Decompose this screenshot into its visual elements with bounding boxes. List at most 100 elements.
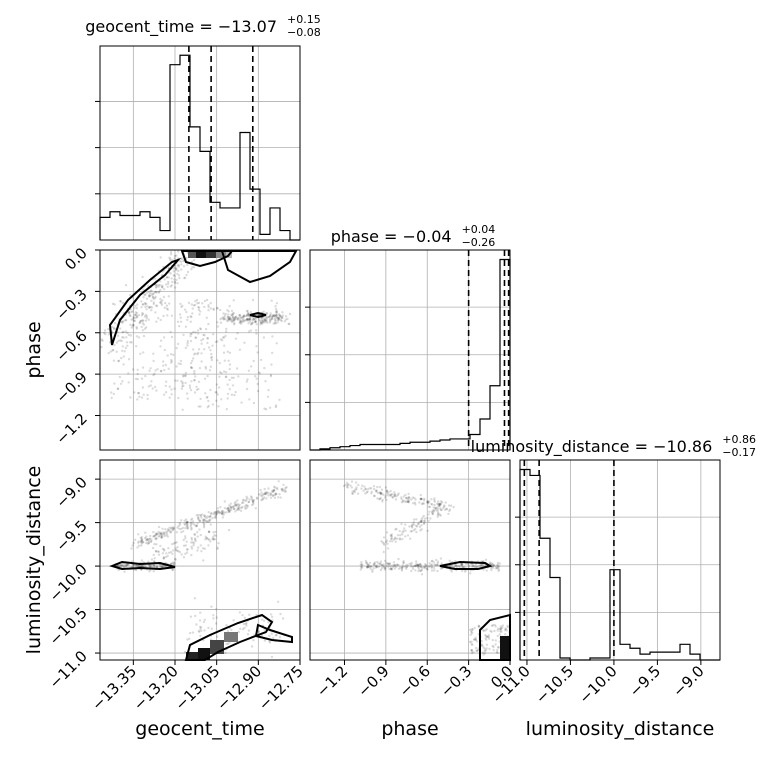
sample-point <box>210 627 213 630</box>
sample-point <box>146 542 149 545</box>
title-upper-error: +0.86 <box>722 433 756 446</box>
sample-point <box>190 332 193 335</box>
sample-point <box>381 498 384 502</box>
sample-point <box>221 339 224 342</box>
title-phase: phase = −0.04 +0.04−0.26 <box>331 223 496 249</box>
sample-point <box>215 511 218 514</box>
sample-point <box>196 353 199 356</box>
sample-point <box>151 546 155 550</box>
sample-point <box>189 334 192 338</box>
sample-point <box>120 564 124 567</box>
sample-point <box>137 541 140 544</box>
sample-point <box>397 557 400 561</box>
sample-point <box>216 307 219 310</box>
sample-point <box>261 321 265 324</box>
sample-point <box>227 316 230 319</box>
sample-point <box>496 651 499 654</box>
sample-point <box>199 634 202 638</box>
sample-point <box>287 322 290 325</box>
sample-point <box>202 520 205 523</box>
scatter-layer <box>100 249 511 659</box>
density-cell <box>198 648 210 660</box>
sample-point <box>386 494 390 497</box>
sample-point <box>262 316 265 319</box>
sample-point <box>387 491 390 494</box>
sample-point <box>101 339 104 342</box>
sample-point <box>184 552 187 555</box>
sample-point <box>485 628 488 631</box>
sample-point <box>443 508 447 511</box>
sample-point <box>186 270 190 274</box>
sample-point <box>269 314 272 318</box>
sample-point <box>439 503 442 507</box>
sample-point <box>423 520 426 523</box>
sample-point <box>245 318 249 322</box>
sample-point <box>220 317 223 320</box>
sample-point <box>194 331 197 334</box>
sample-point <box>151 293 154 297</box>
sample-point <box>172 561 175 564</box>
sample-point <box>417 522 420 525</box>
sample-point <box>232 299 235 302</box>
sample-point <box>186 397 189 400</box>
sample-point <box>431 563 434 566</box>
sample-point <box>473 638 476 641</box>
sample-point <box>160 536 163 539</box>
sample-point <box>284 486 287 490</box>
sample-point <box>396 537 399 540</box>
sample-point <box>226 350 229 353</box>
sample-point <box>182 384 185 388</box>
sample-point <box>231 316 234 319</box>
sample-point <box>122 363 125 366</box>
sample-point <box>159 565 162 568</box>
sample-point <box>410 565 413 568</box>
sample-point <box>194 336 198 339</box>
sample-point <box>433 497 436 500</box>
sample-point <box>168 256 171 259</box>
sample-point <box>482 629 485 632</box>
sample-point <box>470 631 473 634</box>
sample-point <box>405 496 408 500</box>
sample-point <box>273 314 276 317</box>
sample-point <box>246 497 249 500</box>
sample-point <box>406 500 410 504</box>
sample-point <box>247 318 250 321</box>
sample-point <box>360 487 363 490</box>
sample-point <box>383 543 386 546</box>
sample-point <box>174 379 177 382</box>
sample-point <box>269 312 272 315</box>
sample-point <box>420 502 423 506</box>
sample-point <box>372 563 376 566</box>
sample-point <box>207 399 210 403</box>
sample-point <box>419 562 422 566</box>
sample-point <box>239 320 242 324</box>
sample-point <box>498 562 502 565</box>
sample-point <box>159 280 162 283</box>
sample-point <box>505 629 508 632</box>
sample-point <box>422 514 425 518</box>
y-tick-label-luminosity_distance: −10.5 <box>46 604 91 649</box>
sample-point <box>438 502 442 506</box>
sample-point <box>194 336 197 339</box>
sample-point <box>194 614 197 618</box>
sample-point <box>254 320 258 323</box>
sample-point <box>234 500 237 504</box>
sample-point <box>241 315 245 318</box>
sample-point <box>152 535 155 538</box>
sample-point <box>251 499 254 502</box>
sample-point <box>165 380 168 383</box>
sample-point <box>180 519 183 522</box>
sample-point <box>401 533 404 536</box>
sample-point <box>204 392 207 395</box>
sample-point <box>167 266 170 269</box>
sample-point <box>265 311 269 315</box>
sample-point <box>155 566 159 569</box>
sample-point <box>269 314 272 317</box>
sample-point <box>184 325 188 328</box>
sample-point <box>371 569 374 572</box>
sample-point <box>427 565 430 568</box>
sample-point <box>406 498 409 501</box>
sample-point <box>207 322 210 326</box>
sample-point <box>470 640 473 643</box>
sample-point <box>145 317 149 320</box>
